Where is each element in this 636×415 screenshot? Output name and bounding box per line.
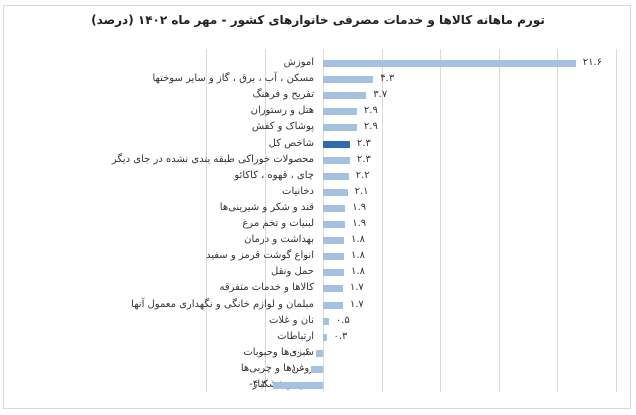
gridline <box>557 49 558 392</box>
value-label: ۰.۵ <box>335 314 350 326</box>
value-label: ۲۱.۶ <box>582 57 603 68</box>
bar-row: میوه و خشکبار-۴.۳ <box>0 378 636 394</box>
zero-axis-line <box>323 49 324 392</box>
category-label: سبزی‌ها وحبوبات <box>243 346 314 358</box>
bar-row: انواع گوشت قرمز و سفید ۱.۸ <box>0 249 636 265</box>
category-label: لبنیات و تخم مرغ <box>242 218 314 229</box>
bar-row: حمل ونقل ۱.۸ <box>0 265 636 281</box>
value-label: -۱.۰ <box>287 362 306 374</box>
bar-row: نان و غلات ۰.۵ <box>0 314 636 330</box>
bar-row: روغن‌ها و چربی‌ها -۱.۰ <box>0 362 636 378</box>
bar-row: بهداشت و درمان ۱.۸ <box>0 233 636 249</box>
bar-row: هتل و رستوران ۲.۹ <box>0 104 636 120</box>
gridline <box>381 49 383 392</box>
bar <box>323 124 357 132</box>
category-label: ارتباطات <box>277 330 314 342</box>
bar <box>323 60 576 67</box>
bar-row: ارتباطات ۰.۳ <box>0 330 636 346</box>
value-label: ۴.۳ <box>380 73 395 85</box>
bar <box>272 382 323 389</box>
bar-highlight <box>323 140 350 148</box>
value-label: ۱.۹ <box>352 218 367 229</box>
category-label: اموزش <box>283 57 314 68</box>
bar <box>323 269 345 277</box>
bar <box>323 221 346 228</box>
value-label: ۲.۲ <box>355 169 370 181</box>
bar <box>323 285 343 293</box>
value-label: ۱.۸ <box>351 266 365 278</box>
bar-row: مبلمان و لوازم خانگی و نگهداری معمول آنه… <box>0 298 636 314</box>
category-label: قند و شکر و شیرینی‌ها <box>219 201 314 213</box>
category-label: کالاها و خدمات متفرقه <box>219 282 314 294</box>
value-label: ۳.۷ <box>373 89 388 101</box>
value-label: ۱.۹ <box>352 201 367 213</box>
value-label: ۲.۹ <box>363 105 378 117</box>
category-label: چای ، قهوه ، کاکائو <box>234 169 314 181</box>
bar-row: شاخص کل ۲.۳ <box>0 137 636 153</box>
bar <box>323 108 357 116</box>
bar-row: قند و شکر و شیرینی‌ها ۱.۹ <box>0 201 636 217</box>
category-label: روغن‌ها و چربی‌ها <box>240 362 314 374</box>
bar <box>323 76 374 84</box>
bar-row: مسکن ، آب ، برق ، گاز و سایر سوختها ۴.۳ <box>0 72 636 88</box>
bar <box>323 156 350 164</box>
bar-row: کالاها و خدمات متفرقه ۱.۷ <box>0 281 636 297</box>
chart-title: تورم ماهانه کالاها و خدمات مصرفی خانواره… <box>91 13 545 27</box>
bar <box>323 237 345 245</box>
value-label: ۰.۳ <box>333 330 348 342</box>
value-label: ۲.۹ <box>363 121 378 133</box>
category-label: مبلمان و لوازم خانگی و نگهداری معمول آنه… <box>131 298 314 310</box>
value-label: ۱.۷ <box>349 298 364 310</box>
bar <box>323 333 327 341</box>
bar <box>323 317 329 325</box>
gridline <box>264 49 266 392</box>
category-label: بهداشت و درمان <box>244 234 314 246</box>
value-label: ۲.۱ <box>354 185 369 197</box>
bar <box>311 365 323 373</box>
category-label: حمل ونقل <box>271 266 314 278</box>
value-label: -۰.۶ <box>292 346 310 358</box>
bar <box>323 172 349 180</box>
value-label: -۴.۳ <box>249 379 267 390</box>
bar <box>323 92 367 100</box>
value-label: ۱.۸ <box>351 250 365 262</box>
category-label: تفریح و فرهنگ <box>252 89 314 101</box>
bar-row: محصولات خوراکی طبقه بندی نشده در جای دیگ… <box>0 153 636 169</box>
category-label: دخانیات <box>282 185 314 197</box>
category-label: شاخص کل <box>268 137 314 149</box>
bar-row: لبنیات و تخم مرغ ۱.۹ <box>0 217 636 233</box>
bar-row: دخانیات ۲.۱ <box>0 185 636 201</box>
category-label: انواع گوشت قرمز و سفید <box>205 250 314 262</box>
bar-row: پوشاک و کفش ۲.۹ <box>0 120 636 136</box>
bar <box>323 188 348 196</box>
bar-row: تفریح و فرهنگ ۳.۷ <box>0 88 636 104</box>
bar <box>323 301 343 309</box>
gridline <box>498 49 500 392</box>
gridline <box>206 49 207 392</box>
bar-row: سبزی‌ها وحبوبات -۰.۶ <box>0 346 636 362</box>
bar-row: چای ، قهوه ، کاکائو ۲.۲ <box>0 169 636 185</box>
category-label: محصولات خوراکی طبقه بندی نشده در جای دیگ… <box>111 153 314 165</box>
category-label: مسکن ، آب ، برق ، گاز و سایر سوختها <box>152 73 314 85</box>
value-label: ۲.۳ <box>356 137 371 149</box>
gridline <box>615 49 617 392</box>
chart-frame <box>3 5 631 409</box>
category-label: هتل و رستوران <box>250 105 314 117</box>
bar <box>323 204 346 212</box>
category-label: پوشاک و کفش <box>251 121 314 133</box>
gridline <box>440 49 441 392</box>
category-label: نان و غلات <box>269 314 314 326</box>
value-label: ۲.۳ <box>356 153 371 165</box>
bar <box>323 253 345 261</box>
bar <box>315 349 323 357</box>
value-label: ۱.۷ <box>349 282 364 294</box>
value-label: ۱.۸ <box>351 234 365 246</box>
bar-row: اموزش ۲۱.۶ <box>0 56 636 72</box>
